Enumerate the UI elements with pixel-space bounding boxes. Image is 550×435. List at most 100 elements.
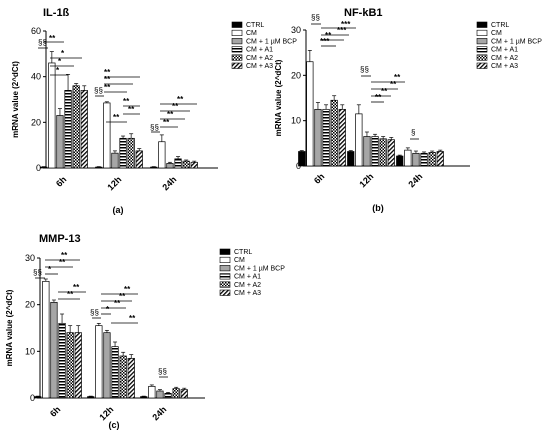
significance-label: §§ — [94, 86, 103, 95]
bar — [158, 141, 166, 169]
bar — [103, 102, 111, 169]
bar — [355, 113, 363, 167]
legend-swatch — [231, 21, 243, 28]
bar — [66, 332, 74, 399]
chart-2: NF-kB10102030mRNA value (2^dCt)6h12h24h§… — [274, 7, 542, 213]
bar — [156, 390, 164, 399]
category-label: 12h — [105, 174, 123, 192]
significance-label: §§ — [38, 38, 47, 47]
significance-label: * — [48, 265, 52, 274]
bar — [363, 136, 371, 167]
bar — [180, 389, 188, 399]
bar — [42, 280, 50, 399]
y-tick-label: 20 — [31, 117, 41, 127]
bar — [48, 62, 56, 169]
significance-label: ** — [172, 102, 179, 111]
bar — [119, 137, 127, 169]
chart-title: MMP-13 — [39, 233, 81, 245]
y-tick-label: 40 — [31, 72, 41, 82]
legend-swatch — [231, 62, 243, 69]
legend-swatch — [219, 281, 231, 288]
significance-label: §§ — [360, 65, 369, 74]
bar — [379, 138, 387, 167]
legend-label: CM + A3 — [491, 63, 518, 70]
significance-label: ** — [59, 258, 66, 267]
bar — [50, 301, 58, 399]
significance-label: * — [61, 49, 65, 58]
bar — [80, 90, 88, 169]
y-tick-label: 10 — [25, 346, 35, 356]
significance-label: §§ — [311, 13, 320, 22]
bar — [371, 136, 379, 167]
significance-label: * — [58, 57, 62, 66]
legend-label: CM — [491, 30, 502, 37]
significance-label: ** — [394, 73, 401, 82]
bar — [58, 322, 66, 399]
bar — [95, 325, 103, 399]
bar — [164, 392, 172, 399]
bar — [111, 346, 119, 399]
y-axis-label: mRNA value (2^dCt) — [5, 289, 14, 366]
significance-label: ** — [113, 113, 120, 122]
bar — [182, 160, 190, 169]
legend-label: CM — [234, 257, 245, 264]
legend-swatch — [219, 273, 231, 280]
y-tick-label: 20 — [25, 300, 35, 310]
chart-title: IL-1ß — [43, 7, 70, 19]
significance-label: §§ — [90, 308, 99, 317]
significance-label: * — [106, 305, 110, 314]
legend-swatch — [231, 29, 243, 37]
significance-label: ** — [114, 299, 121, 308]
significance-label: ** — [61, 251, 68, 260]
bar — [95, 166, 103, 169]
legend-label: CM + 1 µM BCP — [234, 265, 285, 272]
bar — [420, 152, 428, 167]
bar — [387, 139, 395, 167]
significance-label: ** — [104, 83, 111, 92]
legend-swatch — [476, 46, 488, 53]
bar — [166, 163, 174, 169]
legend-swatch — [219, 289, 231, 296]
significance-label: * — [56, 66, 60, 75]
y-axis-label: mRNA value (2^dCt) — [11, 61, 20, 138]
legend-swatch — [219, 248, 231, 255]
significance-label: ** — [163, 118, 170, 127]
category-label: 24h — [160, 174, 178, 192]
category-label: 24h — [406, 171, 424, 189]
bar — [306, 61, 314, 167]
significance-label: ** — [124, 285, 131, 294]
bar — [396, 155, 404, 167]
bar — [338, 108, 346, 167]
bar — [56, 115, 64, 169]
y-tick-label: 20 — [291, 70, 301, 80]
significance-label: §§ — [33, 268, 42, 277]
bar — [64, 90, 72, 169]
bar — [412, 152, 420, 167]
significance-label: *** — [320, 37, 330, 46]
category-label: 6h — [48, 404, 63, 419]
bar — [135, 150, 143, 169]
bar — [404, 149, 412, 167]
significance-label: ** — [390, 80, 397, 89]
significance-label: ** — [128, 105, 135, 114]
legend-label: CM + A2 — [234, 282, 261, 289]
bar — [72, 85, 80, 169]
bar — [40, 166, 48, 169]
legend-label: CTRL — [491, 22, 509, 29]
bar — [74, 332, 82, 399]
bar — [330, 99, 338, 167]
bar — [314, 108, 322, 167]
significance-label: ** — [167, 110, 174, 119]
significance-label: § — [411, 128, 415, 137]
bar — [111, 152, 119, 169]
significance-label: ** — [104, 68, 111, 77]
legend-swatch — [219, 265, 231, 272]
significance-label: ** — [119, 292, 126, 301]
panel-label: (c) — [109, 420, 120, 430]
significance-label: ** — [381, 87, 388, 96]
panel-label: (a) — [113, 205, 124, 215]
legend-swatch — [476, 29, 488, 37]
